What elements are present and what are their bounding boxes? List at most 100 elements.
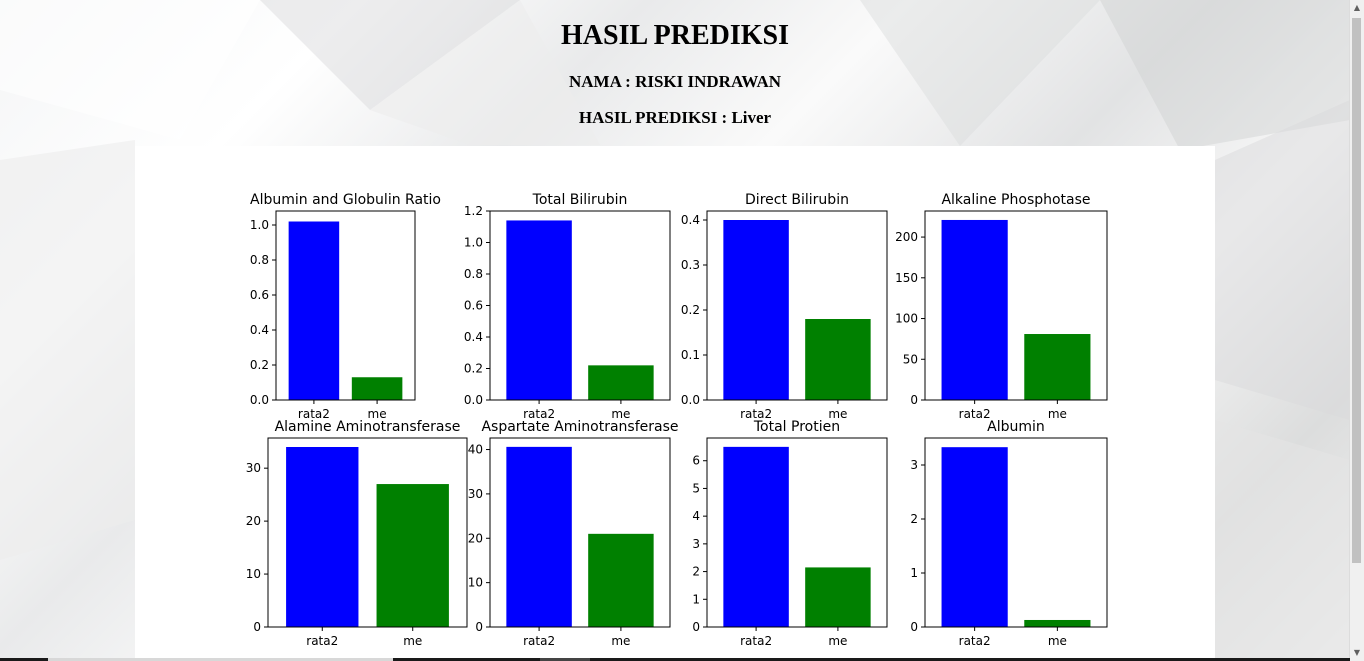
axes-frame — [489, 210, 671, 401]
x-tick-label: rata2 — [298, 407, 330, 421]
y-tick-label: 0 — [910, 393, 918, 407]
y-tick-label: 0.8 — [464, 267, 483, 281]
x-tick-label: rata2 — [740, 407, 772, 421]
axes-frame — [924, 210, 1108, 401]
y-tick-label: 1 — [910, 566, 918, 580]
axes-frame — [489, 437, 671, 628]
bar-me — [1024, 334, 1091, 400]
bar-rata2 — [286, 447, 359, 627]
chart-title: Alkaline Phosphotase — [941, 192, 1090, 208]
x-tick-label: rata2 — [959, 407, 991, 421]
y-tick-label: 200 — [895, 230, 918, 244]
chart-title: Albumin and Globulin Ratio — [250, 192, 441, 208]
chart-title: Total Bilirubin — [532, 192, 628, 208]
y-tick-label: 20 — [246, 514, 261, 528]
y-tick-label: 1.2 — [464, 204, 483, 218]
bar-rata2 — [288, 221, 340, 400]
y-tick-label: 40 — [468, 443, 483, 457]
y-tick-label: 0.6 — [250, 288, 269, 302]
bar-me — [588, 533, 654, 627]
y-tick-label: 100 — [895, 312, 918, 326]
x-tick-label: rata2 — [523, 407, 555, 421]
bar-me — [805, 319, 871, 400]
x-tick-label: me — [828, 407, 847, 421]
y-tick-label: 4 — [692, 509, 700, 523]
page-title: HASIL PREDIKSI — [561, 20, 789, 51]
bar-me — [1024, 619, 1091, 627]
y-tick-label: 50 — [903, 352, 918, 366]
chart-panel: Albumin and Globulin Ratio rata2 me 0.0 0.2 0… — [135, 146, 1215, 661]
axes-frame — [275, 210, 416, 401]
patient-name: NAMA : RISKI INDRAWAN — [568, 72, 782, 91]
y-tick-label: 0.1 — [681, 348, 700, 362]
y-tick-label: 20 — [468, 531, 483, 545]
x-tick-label: me — [1048, 407, 1067, 421]
y-tick-label: 1 — [692, 592, 700, 606]
y-tick-label: 1.0 — [250, 218, 269, 232]
y-tick-label: 0 — [910, 620, 918, 634]
axes-frame — [924, 437, 1108, 628]
y-tick-label: 2 — [910, 512, 918, 526]
x-tick-label: me — [1048, 634, 1067, 648]
y-tick-label: 0.0 — [250, 393, 269, 407]
bar-rata2 — [941, 219, 1008, 400]
bar-me — [376, 484, 449, 627]
scroll-up-icon[interactable]: ▲ — [1353, 3, 1361, 12]
y-tick-label: 30 — [468, 487, 483, 501]
bar-rata2 — [723, 446, 789, 627]
x-tick-label: rata2 — [306, 634, 338, 648]
x-tick-label: me — [611, 407, 630, 421]
y-tick-label: 30 — [246, 461, 261, 475]
y-tick-label: 1.0 — [464, 236, 483, 250]
y-tick-label: 3 — [910, 458, 918, 472]
y-tick-label: 3 — [692, 537, 700, 551]
chart-title: Albumin — [987, 419, 1045, 435]
y-tick-label: 0 — [692, 620, 700, 634]
y-tick-label: 10 — [468, 576, 483, 590]
y-tick-label: 0.2 — [250, 358, 269, 372]
y-tick-label: 0.6 — [464, 299, 483, 313]
vertical-scrollbar[interactable]: ▲ ▼ — [1349, 0, 1364, 661]
x-tick-label: me — [368, 407, 387, 421]
bar-me — [805, 567, 871, 627]
y-tick-label: 150 — [895, 271, 918, 285]
y-tick-label: 0 — [253, 620, 261, 634]
bar-me — [588, 365, 654, 400]
bar-me — [351, 377, 403, 400]
axes-frame — [706, 210, 888, 401]
prediction-result: HASIL PREDIKSI : Liver — [578, 108, 772, 127]
y-tick-label: 0.8 — [250, 253, 269, 267]
taskbar-strip — [0, 658, 1350, 661]
y-tick-label: 0.4 — [250, 323, 269, 337]
bar-rata2 — [941, 447, 1008, 627]
bar-rata2 — [506, 446, 572, 627]
y-tick-label: 0.0 — [464, 393, 483, 407]
scroll-thumb[interactable] — [1352, 18, 1361, 563]
y-tick-label: 2 — [692, 565, 700, 579]
y-tick-label: 0 — [475, 620, 483, 634]
axes-frame — [706, 437, 888, 628]
x-tick-label: rata2 — [523, 634, 555, 648]
y-tick-label: 0.2 — [464, 362, 483, 376]
x-tick-label: me — [403, 634, 422, 648]
axes-frame — [267, 437, 468, 628]
chart-title: Total Protien — [753, 419, 840, 435]
y-tick-label: 0.0 — [681, 393, 700, 407]
x-tick-label: me — [611, 634, 630, 648]
scroll-down-icon[interactable]: ▼ — [1353, 648, 1361, 657]
charts-figure: Albumin and Globulin Ratio rata2 me 0.0 0.2 0… — [246, 192, 1108, 648]
x-tick-label: rata2 — [740, 634, 772, 648]
y-tick-label: 5 — [692, 481, 700, 495]
bar-rata2 — [506, 220, 572, 400]
y-tick-label: 0.3 — [681, 258, 700, 272]
y-tick-label: 0.4 — [681, 213, 700, 227]
x-tick-label: rata2 — [959, 634, 991, 648]
y-tick-label: 6 — [692, 454, 700, 468]
chart-title: Direct Bilirubin — [745, 192, 849, 208]
chart-title: Aspartate Aminotransferase — [481, 419, 678, 435]
y-tick-label: 0.4 — [464, 330, 483, 344]
y-tick-label: 0.2 — [681, 303, 700, 317]
chart-title: Alamine Aminotransferase — [275, 419, 461, 435]
x-tick-label: me — [828, 634, 847, 648]
bar-rata2 — [723, 220, 789, 400]
